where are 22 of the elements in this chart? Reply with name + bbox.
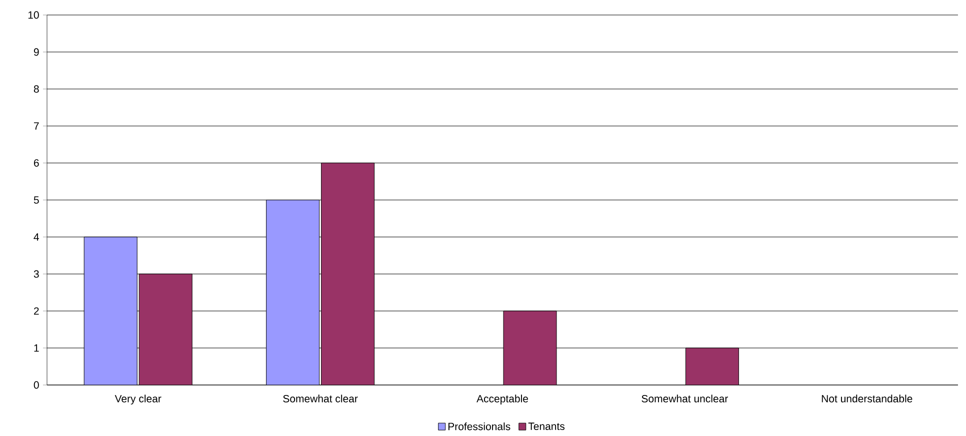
bar xyxy=(321,162,375,385)
y-tick-label: 1 xyxy=(34,344,39,352)
legend-label: Professionals xyxy=(448,422,510,430)
y-tick-label: 10 xyxy=(28,11,39,19)
y-tick-label: 9 xyxy=(34,48,39,56)
y-tick-label: 8 xyxy=(34,85,39,93)
y-tick-label: 3 xyxy=(34,270,39,278)
x-tick-label: Very clear xyxy=(114,394,162,404)
legend-label: Tenants xyxy=(528,422,565,430)
y-tick-label: 6 xyxy=(34,159,39,167)
bar xyxy=(503,310,557,385)
x-tick-label: Somewhat unclear xyxy=(642,394,728,402)
x-tick-label: Acceptable xyxy=(476,394,528,404)
bar xyxy=(138,274,192,385)
bar xyxy=(685,348,739,385)
x-tick-label: Somewhat clear xyxy=(283,394,358,402)
y-tick-label: 5 xyxy=(34,196,39,204)
y-tick-label: 2 xyxy=(34,307,39,315)
y-tick-label: 0 xyxy=(34,381,39,389)
x-tick-label: Not understandable xyxy=(822,394,912,402)
y-tick-label: 7 xyxy=(34,122,39,130)
y-tick-label: 4 xyxy=(34,233,39,241)
